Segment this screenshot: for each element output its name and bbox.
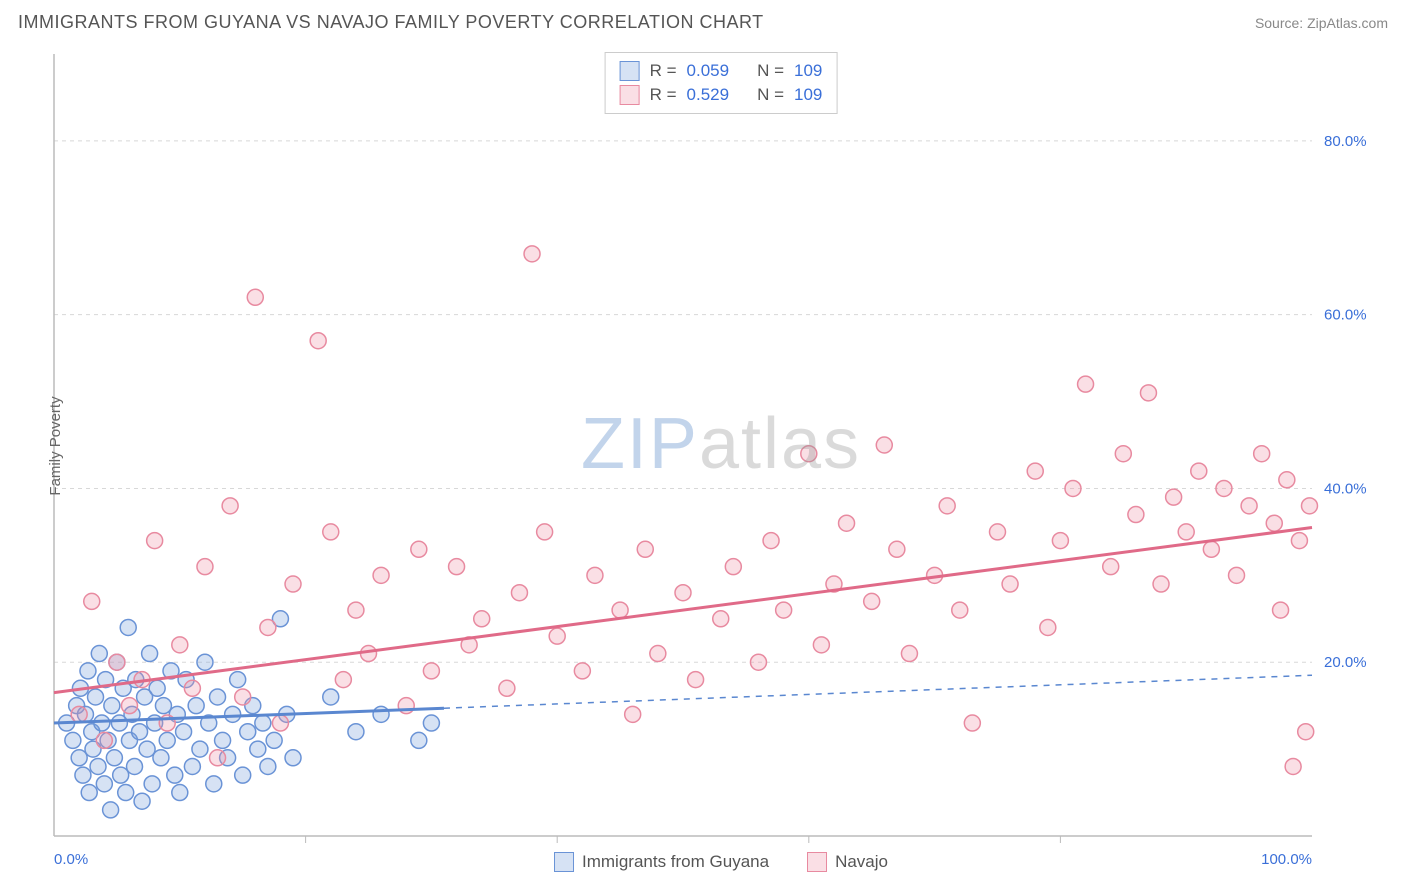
r-value-guyana: 0.059 — [687, 61, 730, 81]
legend-stats-row-navajo: R = 0.529 N = 109 — [620, 83, 823, 107]
legend-swatch-navajo — [620, 85, 640, 105]
r-label: R = — [650, 61, 677, 81]
svg-text:80.0%: 80.0% — [1324, 133, 1367, 150]
svg-text:20.0%: 20.0% — [1324, 654, 1367, 671]
n-label: N = — [757, 85, 784, 105]
svg-text:0.0%: 0.0% — [54, 851, 88, 868]
scatter-plot: 20.0% 40.0% 60.0% 80.0% 0.0% 100.0% — [50, 48, 1392, 872]
legend-label-navajo: Navajo — [835, 852, 888, 872]
legend-item-navajo: Navajo — [807, 852, 888, 872]
r-label: R = — [650, 85, 677, 105]
svg-text:100.0%: 100.0% — [1261, 851, 1312, 868]
y-axis-label: Family Poverty — [47, 396, 64, 495]
legend-swatch-guyana — [620, 61, 640, 81]
n-value-guyana: 109 — [794, 61, 822, 81]
legend-series: Immigrants from Guyana Navajo — [554, 852, 888, 872]
legend-stats: R = 0.059 N = 109 R = 0.529 N = 109 — [605, 52, 838, 114]
n-value-navajo: 109 — [794, 85, 822, 105]
legend-stats-row-guyana: R = 0.059 N = 109 — [620, 59, 823, 83]
svg-text:60.0%: 60.0% — [1324, 307, 1367, 324]
r-value-navajo: 0.529 — [687, 85, 730, 105]
source-label: Source: ZipAtlas.com — [1255, 15, 1388, 31]
chart-container: R = 0.059 N = 109 R = 0.529 N = 109 ZIPa… — [50, 48, 1392, 872]
svg-text:40.0%: 40.0% — [1324, 480, 1367, 497]
legend-item-guyana: Immigrants from Guyana — [554, 852, 769, 872]
legend-swatch-navajo — [807, 852, 827, 872]
n-label: N = — [757, 61, 784, 81]
legend-label-guyana: Immigrants from Guyana — [582, 852, 769, 872]
legend-swatch-guyana — [554, 852, 574, 872]
chart-title: IMMIGRANTS FROM GUYANA VS NAVAJO FAMILY … — [18, 12, 764, 33]
